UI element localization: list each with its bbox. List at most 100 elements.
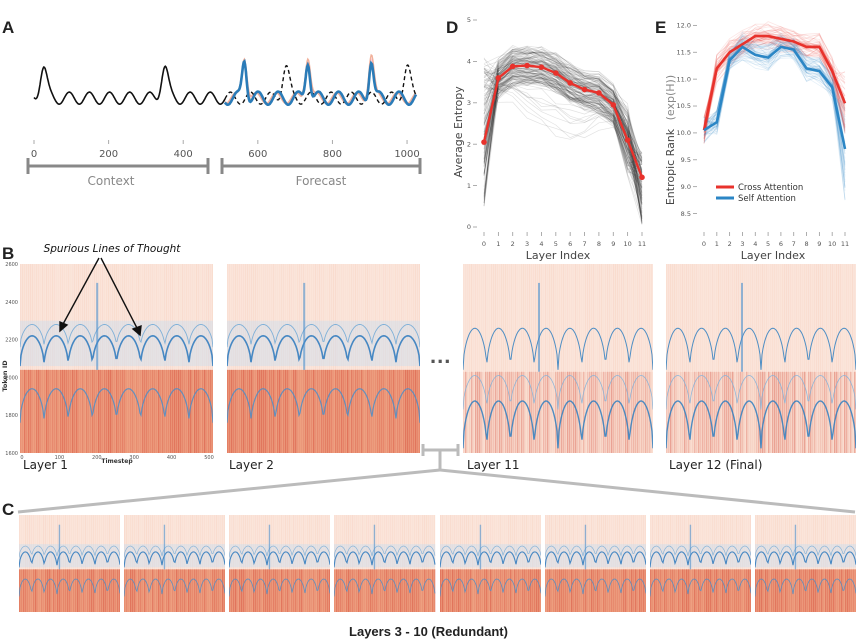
entropy-head-line (483, 47, 643, 163)
line-of-thought (124, 551, 226, 568)
heatmap-texture (196, 369, 198, 453)
heatmap-upper-region (124, 515, 226, 570)
heatmap-texture (293, 569, 295, 612)
heatmap-texture (589, 371, 591, 453)
heatmap-texture (158, 569, 160, 612)
entropy-head-line (483, 67, 643, 219)
heatmap-texture (164, 264, 166, 370)
heatmap-texture (337, 369, 339, 453)
heatmap-texture (77, 515, 79, 570)
entropy-head-line (483, 68, 643, 162)
heatmap-texture (202, 515, 204, 570)
heatmap-texture (275, 264, 277, 370)
heatmap-texture (51, 569, 53, 612)
heatmap-texture (132, 264, 134, 370)
heatmap-texture (380, 515, 382, 570)
heatmap-texture (382, 569, 384, 612)
heatmap-texture (25, 569, 27, 612)
heatmap-texture (616, 515, 618, 570)
self-attention-head-line (703, 35, 846, 145)
heatmap-texture (305, 515, 307, 570)
heatmap-texture (621, 371, 623, 453)
heatmap-texture (582, 515, 584, 570)
heatmap-texture (146, 264, 148, 370)
entropy-head-line (483, 71, 643, 174)
forecast-x-tick-label: 200 (99, 149, 118, 160)
heatmap-texture (105, 515, 107, 570)
heatmap-texture (477, 515, 479, 570)
heatmap-texture (681, 515, 683, 570)
heatmap-texture (818, 515, 821, 570)
heatmap-texture (776, 264, 778, 372)
heatmap-texture (717, 515, 719, 570)
heatmap-upper-region (666, 264, 856, 372)
heatmap-texture (782, 515, 785, 570)
heatmap-texture (214, 569, 216, 612)
heatmap-texture (95, 515, 97, 570)
heatmap-texture (283, 569, 285, 612)
heatmap-texture (732, 264, 734, 372)
legend-cross-attention: Cross Attention (738, 183, 803, 193)
heatmap-texture (800, 569, 803, 612)
heatmap-texture (301, 515, 303, 570)
heatmap-texture (140, 264, 142, 370)
heatmap-texture (846, 569, 849, 612)
heatmap-texture (357, 369, 359, 453)
heatmap-texture (591, 371, 593, 453)
heatmap-texture (257, 369, 259, 453)
heatmap-texture (87, 515, 89, 570)
heatmap-texture (114, 264, 116, 370)
heatmap-texture (661, 515, 663, 570)
heatmap-texture (198, 569, 200, 612)
heatmap-texture (501, 371, 503, 453)
entropy-head-line (483, 50, 643, 180)
heatmap-texture (174, 264, 176, 370)
heatmap-texture (595, 371, 597, 453)
heatmap-texture (681, 569, 684, 612)
heatmap-texture (303, 569, 305, 612)
heatmap-texture (774, 569, 777, 612)
heatmap-texture (24, 369, 26, 453)
heatmap-texture (601, 371, 603, 453)
heatmap-texture (659, 515, 661, 570)
panel-label-c: C (2, 500, 15, 519)
heatmap-texture (408, 569, 410, 612)
heatmap-texture (50, 264, 52, 370)
heatmap-texture (742, 371, 744, 453)
heatmap-texture (389, 264, 391, 370)
entropy-x-tick-label: 8 (597, 240, 601, 248)
heatmap-texture (562, 515, 564, 570)
heatmap-texture (832, 264, 834, 372)
heatmap-texture (34, 264, 36, 370)
heatmap-texture (285, 264, 287, 370)
heatmap-texture (321, 569, 323, 612)
heatmap-texture (754, 515, 757, 570)
entropy-mean-point (567, 80, 573, 86)
heatmap-texture (283, 369, 285, 453)
heatmap-texture (46, 369, 48, 453)
heatmap-texture (380, 569, 382, 612)
heatmap-texture (206, 369, 208, 453)
heatmap-texture (387, 264, 389, 370)
heatmap-texture (692, 371, 694, 453)
heatmap-texture (84, 369, 86, 453)
heatmap-texture (403, 264, 405, 370)
heatmap-texture (393, 369, 395, 453)
heatmap-texture (103, 515, 105, 570)
heatmap-texture (772, 264, 774, 372)
heatmap-texture (196, 264, 198, 370)
heatmap-texture (461, 569, 463, 612)
heatmap-texture (822, 371, 824, 453)
heatmap-texture (717, 569, 720, 612)
heatmap-texture (178, 515, 180, 570)
heatmap-texture (499, 371, 501, 453)
heatmap-texture (162, 515, 164, 570)
cross-attention-line (702, 34, 847, 131)
heatmap-texture (237, 264, 239, 370)
heatmap-texture (814, 515, 817, 570)
heatmap-texture (666, 264, 668, 372)
heatmap-texture (622, 515, 624, 570)
heatmap-texture (366, 515, 368, 570)
heatmap-texture (237, 569, 239, 612)
heatmap-texture (386, 515, 388, 570)
